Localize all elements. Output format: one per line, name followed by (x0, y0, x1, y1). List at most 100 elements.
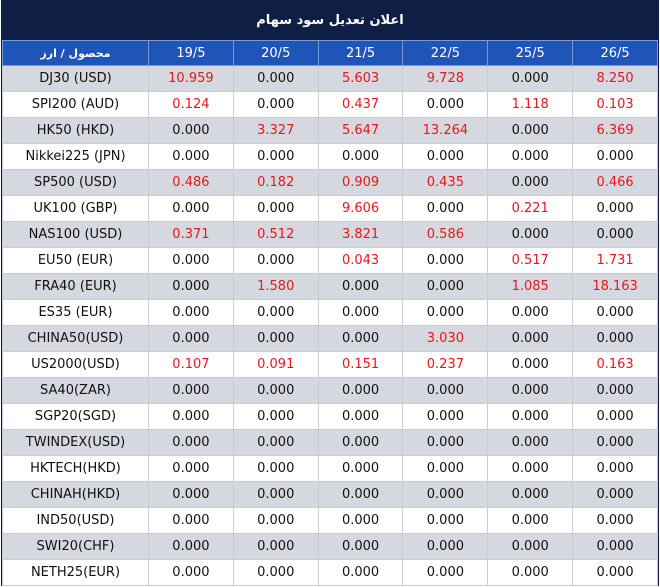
value-cell: 0.000 (572, 299, 658, 326)
value-cell: 0.000 (317, 403, 404, 430)
table-body: DJ30 (USD) 10.959 0.000 5.603 9.728 0.000 8.25… (2, 65, 658, 586)
value-cell: 0.000 (148, 195, 234, 222)
value-cell: 0.000 (232, 247, 319, 274)
value-cell: 0.000 (402, 559, 489, 586)
value-cell: 0.466 (572, 169, 658, 196)
value-cell: 0.437 (317, 91, 404, 118)
value-cell: 0.000 (232, 325, 319, 352)
value-cell: 0.000 (402, 403, 489, 430)
table-row: SP500 (USD) 0.486 0.182 0.909 0.435 0.000 0.46… (2, 169, 658, 196)
value-cell: 3.030 (402, 325, 489, 352)
table-row: DJ30 (USD) 10.959 0.000 5.603 9.728 0.000 8.25… (2, 65, 658, 92)
table-row: SPI200 (AUD) 0.124 0.000 0.437 0.000 1.118 0.1… (2, 91, 658, 118)
value-cell: 0.000 (148, 455, 234, 482)
symbol-cell: Nikkei225 (JPN) (2, 143, 149, 170)
symbol-cell: UK100 (GBP) (2, 195, 149, 222)
value-cell: 0.000 (317, 273, 404, 300)
value-cell: 18.163 (572, 273, 658, 300)
value-cell: 0.000 (487, 325, 574, 352)
value-cell: 0.000 (572, 559, 658, 586)
value-cell: 0.000 (232, 455, 319, 482)
value-cell: 9.728 (402, 65, 489, 92)
value-cell: 0.000 (232, 299, 319, 326)
table-row: FRA40 (EUR) 0.000 1.580 0.000 0.000 1.085 18.1… (2, 273, 658, 300)
symbol-cell: SA40(ZAR) (2, 377, 149, 404)
value-cell: 0.107 (148, 351, 234, 378)
symbol-cell: TWINDEX(USD) (2, 429, 149, 456)
value-cell: 0.000 (487, 377, 574, 404)
table-row: NETH25(EUR) 0.000 0.000 0.000 0.000 0.000 0.00… (2, 559, 658, 586)
value-cell: 0.000 (487, 143, 574, 170)
value-cell: 0.000 (317, 533, 404, 560)
value-cell: 0.000 (402, 481, 489, 508)
table-row: CHINAH(HKD) 0.000 0.000 0.000 0.000 0.000 0.00… (2, 481, 658, 508)
value-cell: 0.000 (232, 507, 319, 534)
table-row: IND50(USD) 0.000 0.000 0.000 0.000 0.000 0.000 (2, 507, 658, 534)
table-row: SGP20(SGD) 0.000 0.000 0.000 0.000 0.000 0.000 (2, 403, 658, 430)
value-cell: 0.000 (572, 455, 658, 482)
symbol-cell: IND50(USD) (2, 507, 149, 534)
table-row: EU50 (EUR) 0.000 0.000 0.043 0.000 0.517 1.731 (2, 247, 658, 274)
symbol-cell: FRA40 (EUR) (2, 273, 149, 300)
value-cell: 0.000 (487, 507, 574, 534)
value-cell: 6.369 (572, 117, 658, 144)
value-cell: 3.821 (317, 221, 404, 248)
value-cell: 0.000 (317, 559, 404, 586)
symbol-cell: DJ30 (USD) (2, 65, 149, 92)
value-cell: 0.000 (487, 559, 574, 586)
value-cell: 0.000 (487, 403, 574, 430)
value-cell: 0.000 (402, 247, 489, 274)
value-cell: 0.000 (148, 429, 234, 456)
value-cell: 0.000 (487, 455, 574, 482)
table-row: HKTECH(HKD) 0.000 0.000 0.000 0.000 0.000 0.00… (2, 455, 658, 482)
value-cell: 0.000 (317, 377, 404, 404)
header-row: محصول / ارز 19/5 20/5 21/5 22/5 25/5 26/5 (2, 40, 658, 66)
value-cell: 0.000 (487, 221, 574, 248)
symbol-cell: HK50 (HKD) (2, 117, 149, 144)
value-cell: 0.000 (232, 533, 319, 560)
value-cell: 0.000 (487, 351, 574, 378)
value-cell: 0.000 (317, 507, 404, 534)
value-cell: 10.959 (148, 65, 234, 92)
value-cell: 0.000 (572, 403, 658, 430)
value-cell: 0.000 (148, 247, 234, 274)
value-cell: 0.000 (572, 481, 658, 508)
value-cell: 0.124 (148, 91, 234, 118)
table-row: US2000(USD) 0.107 0.091 0.151 0.237 0.000 0.16… (2, 351, 658, 378)
value-cell: 0.000 (317, 455, 404, 482)
column-header-date: 22/5 (402, 40, 489, 66)
value-cell: 0.000 (232, 481, 319, 508)
value-cell: 0.909 (317, 169, 404, 196)
value-cell: 0.000 (232, 377, 319, 404)
value-cell: 0.435 (402, 169, 489, 196)
value-cell: 0.000 (148, 533, 234, 560)
value-cell: 0.000 (402, 507, 489, 534)
table-row: CHINA50(USD) 0.000 0.000 0.000 3.030 0.000 0.0… (2, 325, 658, 352)
value-cell: 5.603 (317, 65, 404, 92)
value-cell: 0.371 (148, 221, 234, 248)
value-cell: 0.000 (402, 273, 489, 300)
value-cell: 0.517 (487, 247, 574, 274)
value-cell: 0.000 (572, 429, 658, 456)
value-cell: 0.000 (148, 507, 234, 534)
value-cell: 13.264 (402, 117, 489, 144)
value-cell: 0.000 (148, 559, 234, 586)
value-cell: 0.000 (317, 429, 404, 456)
table-row: HK50 (HKD) 0.000 3.327 5.647 13.264 0.000 6.36… (2, 117, 658, 144)
value-cell: 0.103 (572, 91, 658, 118)
value-cell: 0.000 (148, 143, 234, 170)
value-cell: 1.118 (487, 91, 574, 118)
value-cell: 9.606 (317, 195, 404, 222)
table-row: SA40(ZAR) 0.000 0.000 0.000 0.000 0.000 0.000 (2, 377, 658, 404)
value-cell: 0.586 (402, 221, 489, 248)
value-cell: 0.000 (232, 559, 319, 586)
symbol-cell: SPI200 (AUD) (2, 91, 149, 118)
page-title: اعلان تعدیل سود سهام (2, 0, 658, 40)
value-cell: 0.000 (148, 403, 234, 430)
column-header-date: 26/5 (572, 40, 658, 66)
value-cell: 0.000 (232, 403, 319, 430)
table-row: UK100 (GBP) 0.000 0.000 9.606 0.000 0.221 0.00… (2, 195, 658, 222)
value-cell: 0.000 (148, 377, 234, 404)
value-cell: 0.000 (232, 143, 319, 170)
